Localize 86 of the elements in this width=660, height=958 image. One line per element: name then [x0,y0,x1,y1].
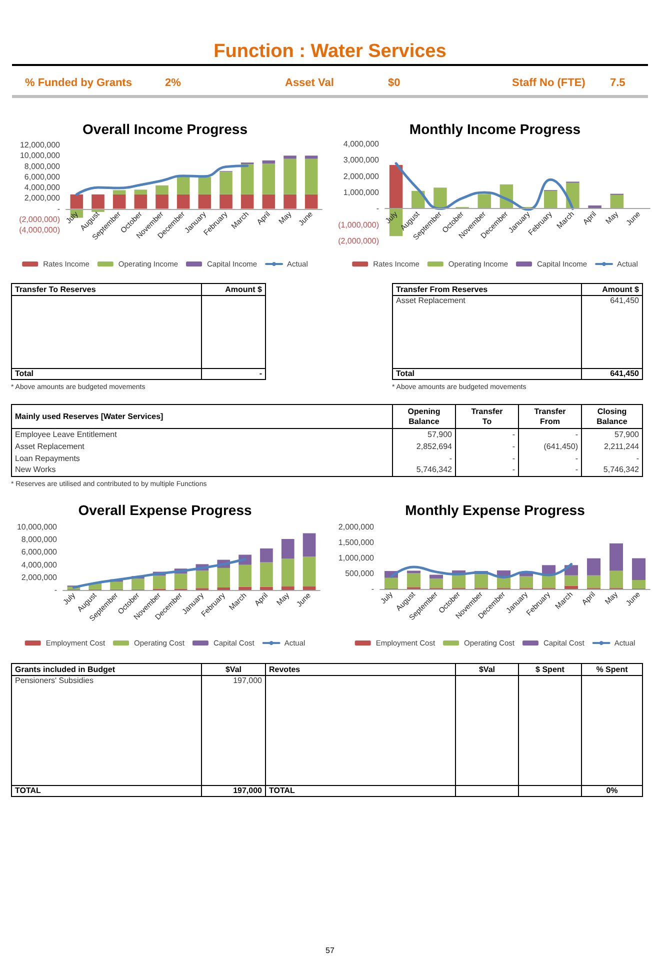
y-tick-label: 4,000,000 [24,183,61,192]
y-tick-label: 1,500,000 [338,538,375,547]
text: 641,450 [610,369,639,378]
text: 197,000 [233,676,262,686]
text: Mainly used Reserves [Water Services] [12,404,392,428]
text: - [512,430,515,439]
text: Asset Val [285,76,334,91]
category-label: Loan Repayments [15,454,80,462]
text: Function : Water Services [212,40,448,64]
text: - [575,430,578,439]
category-label: Amount $ [582,284,642,296]
category-label: $ Spent [518,664,582,676]
text: 7.5 [610,76,626,91]
category-label: Closing Balance [582,404,642,428]
y-tick-label: 1,000,000 [338,554,375,562]
text: - [512,454,515,462]
y-tick-label: 2,000,000 [343,172,380,181]
y-tick-label: 6,000,000 [24,172,61,182]
chart-title: Overall Income Progress [82,121,248,137]
y-tick-label: 4,000,000 [343,140,380,148]
text: 197,000 [233,786,262,795]
y-tick-label: (4,000,000) [19,226,60,234]
text: - [449,454,452,462]
text: 57,900 [428,430,452,439]
text: Grants included in Budget [12,664,202,676]
y-tick-label: 8,000,000 [21,535,58,544]
y-tick-label: 1,000,000 [343,188,380,197]
text: - [575,454,578,462]
text: 5,746,342 [603,465,639,474]
text: 2% [165,76,181,91]
category-label: Total [15,369,34,378]
category-label: Employee Leave Entitlement [15,430,117,439]
y-tick-label: 2,000,000 [338,522,375,532]
text: TOTAL [269,786,295,795]
category-label: Total [396,369,415,378]
y-tick-label: 500,000 [345,569,375,578]
category-label: Pensioners' Subsidies [15,676,94,686]
y-tick-label: - [376,204,380,214]
chart-title: Monthly Income Progress [409,121,581,137]
y-tick-label: - [371,584,374,594]
text: - [512,465,515,474]
y-tick-label: 2,000,000 [24,194,61,203]
y-tick-label: 6,000,000 [21,548,58,557]
category-label: Opening Balance [392,404,456,428]
category-label: New Works [15,465,56,474]
category-label: Revotes [266,664,456,676]
text: Staff No (FTE) [512,76,586,91]
y-tick-label: 10,000,000 [16,522,58,532]
category-label: Asset Replacement [396,296,466,306]
text: - [636,454,639,462]
category-label: Transfer From [518,404,582,428]
y-tick-label: 2,000,000 [21,572,58,582]
text: 2,852,694 [416,442,452,450]
category-label: $Val [202,664,266,676]
text: 0% [606,786,618,795]
text: 5,746,342 [416,465,452,474]
category-label: Asset Replacement [15,442,84,450]
text: - [575,465,578,474]
category-label: $Val [456,664,518,676]
y-tick-label: 8,000,000 [24,162,61,171]
y-tick-label: (1,000,000) [338,220,380,230]
y-tick-label: - [57,204,60,214]
category-label: % Spent [582,664,642,676]
text: % Funded by Grants [25,76,132,91]
text: 2,211,244 [604,442,639,450]
text: Transfer From Reserves [392,284,582,296]
text: 641,450 [610,296,639,306]
y-tick-label: - [54,586,58,594]
chart-title: Overall Expense Progress [78,502,252,518]
text: (641,450) [544,442,578,450]
y-tick-label: (2,000,000) [19,214,60,224]
text: - [512,442,515,450]
chart-title: Monthly Expense Progress [405,502,586,518]
y-tick-label: 4,000,000 [21,560,58,570]
text: Transfer To Reserves [12,284,202,296]
y-tick-label: 3,000,000 [343,156,380,165]
y-tick-label: (2,000,000) [338,236,380,246]
text: $0 [388,76,400,91]
y-tick-label: 10,000,000 [20,151,61,160]
text: - [259,369,262,378]
category-label: Transfer To [456,404,518,428]
category-label: Amount $ [202,284,266,296]
y-tick-label: 12,000,000 [20,140,61,150]
category-label: TOTAL [15,786,41,795]
text: 57,900 [614,430,639,439]
text: 57 [324,945,336,957]
